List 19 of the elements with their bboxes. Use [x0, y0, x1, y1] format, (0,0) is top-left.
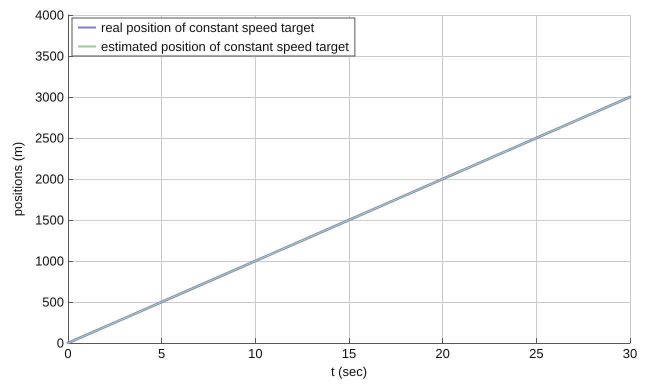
x-tick-label: 25 [529, 346, 544, 361]
y-tick-label: 500 [42, 294, 64, 310]
x-tick-label: 30 [622, 346, 638, 361]
y-tick-label: 2500 [35, 130, 64, 146]
x-tick-label: 20 [435, 346, 450, 361]
y-tick-label: 3500 [35, 48, 64, 64]
y-tick-label: 2000 [35, 172, 64, 186]
y-axis-title: positions (m) [10, 142, 25, 216]
x-tick-label: 10 [248, 346, 263, 361]
y-tick-label: 0 [56, 336, 64, 350]
x-axis-title: t (sec) [330, 364, 368, 379]
y-tick-label: 1500 [35, 212, 64, 228]
y-tick-label: 1000 [35, 254, 64, 268]
legend-label: real position of constant speed target [101, 20, 315, 35]
y-tick-label: 4000 [35, 8, 64, 22]
x-tick-label: 5 [158, 346, 166, 361]
y-tick-label: 3000 [35, 90, 64, 104]
legend-label: estimated position of constant speed target [101, 39, 350, 54]
x-tick-label: 15 [342, 346, 356, 361]
